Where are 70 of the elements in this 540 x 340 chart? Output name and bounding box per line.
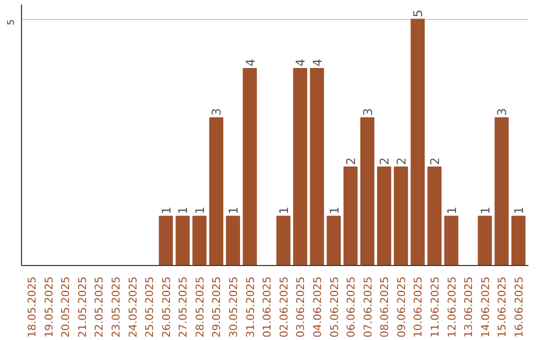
x-tick-label: 09.06.2025 xyxy=(394,276,408,338)
x-tick-label: 21.05.2025 xyxy=(76,276,89,338)
bar xyxy=(444,216,458,266)
x-tick-label: 20.05.2025 xyxy=(59,276,72,338)
data-label: 1 xyxy=(327,206,342,214)
x-tick-label: 26.05.2025 xyxy=(160,276,173,338)
x-tick-label: 30.05.2025 xyxy=(227,276,240,338)
data-label: 1 xyxy=(192,206,207,214)
x-tick-label: 15.06.2025 xyxy=(496,276,509,338)
x-tick-label: 23.05.2025 xyxy=(110,276,123,338)
data-label: 1 xyxy=(159,206,174,214)
x-tick-label: 03.06.2025 xyxy=(294,276,308,338)
bar xyxy=(360,117,374,266)
x-tick-label: 22.05.2025 xyxy=(92,276,106,338)
bar xyxy=(192,216,206,266)
x-tick-label: 14.06.2025 xyxy=(478,276,492,338)
data-label: 1 xyxy=(176,206,190,214)
x-tick-label: 13.06.2025 xyxy=(462,276,476,338)
data-label: 4 xyxy=(294,58,308,67)
x-tick-label: 12.06.2025 xyxy=(445,276,458,338)
x-tick-label: 28.05.2025 xyxy=(193,276,206,338)
data-label: 3 xyxy=(210,108,224,116)
data-label: 1 xyxy=(226,206,241,214)
bar xyxy=(478,216,492,266)
x-tick-label: 16.06.2025 xyxy=(512,276,526,338)
bar xyxy=(427,166,442,266)
data-label: 1 xyxy=(276,206,291,214)
x-tick-label: 07.06.2025 xyxy=(361,276,374,338)
data-label: 1 xyxy=(512,206,526,214)
data-label: 4 xyxy=(243,58,258,67)
bar xyxy=(377,166,392,266)
x-tick-label: 27.05.2025 xyxy=(176,276,190,338)
x-tick-label: 24.05.2025 xyxy=(126,276,140,338)
x-tick-label: 29.05.2025 xyxy=(210,276,224,338)
x-tick-label: 01.06.2025 xyxy=(260,276,274,338)
x-tick-label: 05.06.2025 xyxy=(328,276,341,338)
data-label: 2 xyxy=(378,157,392,166)
data-label: 2 xyxy=(428,157,442,166)
bar xyxy=(344,166,358,266)
x-tick-label: 04.06.2025 xyxy=(310,276,324,338)
data-label: 3 xyxy=(495,108,510,116)
x-tick-label: 11.06.2025 xyxy=(428,276,442,338)
bar xyxy=(158,216,173,266)
bar xyxy=(394,166,408,266)
x-tick-label: 25.05.2025 xyxy=(143,276,156,338)
x-tick-label: 18.05.2025 xyxy=(26,276,39,338)
bar xyxy=(276,216,290,266)
bar xyxy=(209,117,224,266)
data-label: 1 xyxy=(478,206,492,214)
data-label: 3 xyxy=(360,108,375,116)
bar xyxy=(511,216,526,266)
bar xyxy=(226,216,240,266)
bar xyxy=(293,68,308,266)
bar xyxy=(410,18,425,266)
bar xyxy=(310,68,324,266)
bar xyxy=(326,216,341,266)
x-tick-label: 06.06.2025 xyxy=(344,276,358,338)
x-tick-label: 19.05.2025 xyxy=(42,276,56,338)
data-label: 1 xyxy=(444,206,459,214)
data-label: 2 xyxy=(344,157,358,166)
bar xyxy=(494,117,509,266)
x-tick-label: 10.06.2025 xyxy=(412,276,425,338)
x-tick-label: 31.05.2025 xyxy=(244,276,257,338)
x-tick-label: 02.06.2025 xyxy=(277,276,290,338)
data-label: 2 xyxy=(394,157,408,166)
bar xyxy=(176,216,190,266)
data-label: 5 xyxy=(411,10,426,18)
data-label: 4 xyxy=(310,58,324,67)
bar xyxy=(242,68,257,266)
x-tick-label: 08.06.2025 xyxy=(378,276,392,338)
